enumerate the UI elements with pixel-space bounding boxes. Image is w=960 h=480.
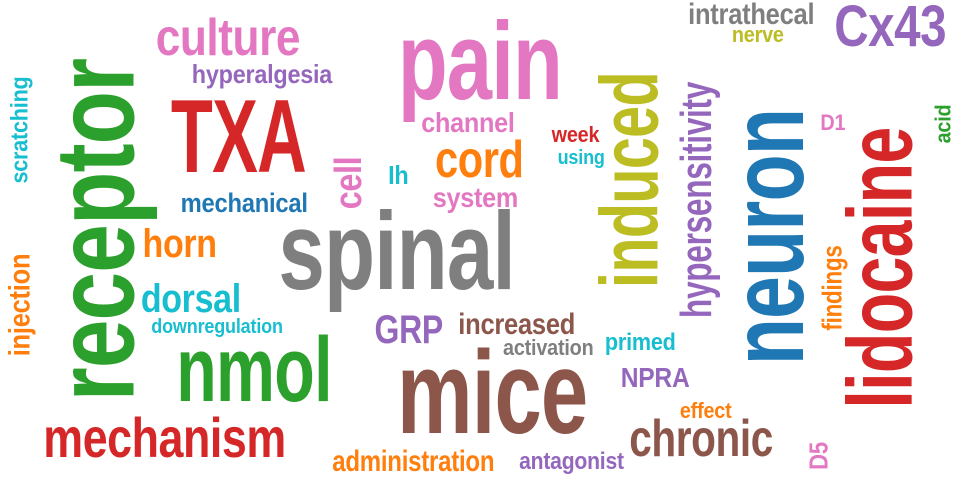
word-dorsal: dorsal <box>140 277 241 321</box>
word-induced: induced <box>583 71 675 289</box>
word-hyperalgesia: hyperalgesia <box>191 59 333 89</box>
word-txa: TXA <box>170 79 306 195</box>
word-spinal: spinal <box>277 190 515 313</box>
word-mice: mice <box>396 327 588 459</box>
word-mechanical: mechanical <box>180 187 308 218</box>
word-chronic: chronic <box>629 410 773 468</box>
word-pain: pain <box>397 0 563 123</box>
word-cord: cord <box>434 131 524 189</box>
word-d1: D1 <box>820 110 846 135</box>
word-grp: GRP <box>374 308 443 352</box>
word-neuron: neuron <box>710 108 827 366</box>
word-mechanism: mechanism <box>42 406 286 469</box>
word-downregulation: downregulation <box>151 316 283 338</box>
word-d5: D5 <box>802 442 833 470</box>
word-injection: injection <box>2 253 36 357</box>
word-using: using <box>557 147 605 169</box>
word-horn: horn <box>142 222 217 266</box>
word-system: system <box>432 182 518 213</box>
word-primed: primed <box>604 329 676 356</box>
word-acid: acid <box>930 104 956 144</box>
word-administration: administration <box>331 445 494 478</box>
word-cx43: Cx43 <box>834 0 947 59</box>
word-nerve: nerve <box>731 22 784 47</box>
word-ih: Ih <box>387 160 409 190</box>
word-npra: NPRA <box>620 362 690 393</box>
word-increased: increased <box>457 308 575 341</box>
word-effect: effect <box>679 398 732 423</box>
word-week: week <box>551 122 599 147</box>
word-nmol: nmol <box>176 319 332 421</box>
word-activation: activation <box>502 335 594 360</box>
word-receptor: receptor <box>32 58 158 402</box>
word-channel: channel <box>421 107 515 138</box>
word-antagonist: antagonist <box>518 448 624 475</box>
word-culture: culture <box>155 9 301 67</box>
word-lidocaine: lidocaine <box>828 127 931 409</box>
word-scratching: scratching <box>5 76 33 184</box>
word-intrathecal: intrathecal <box>688 0 815 31</box>
